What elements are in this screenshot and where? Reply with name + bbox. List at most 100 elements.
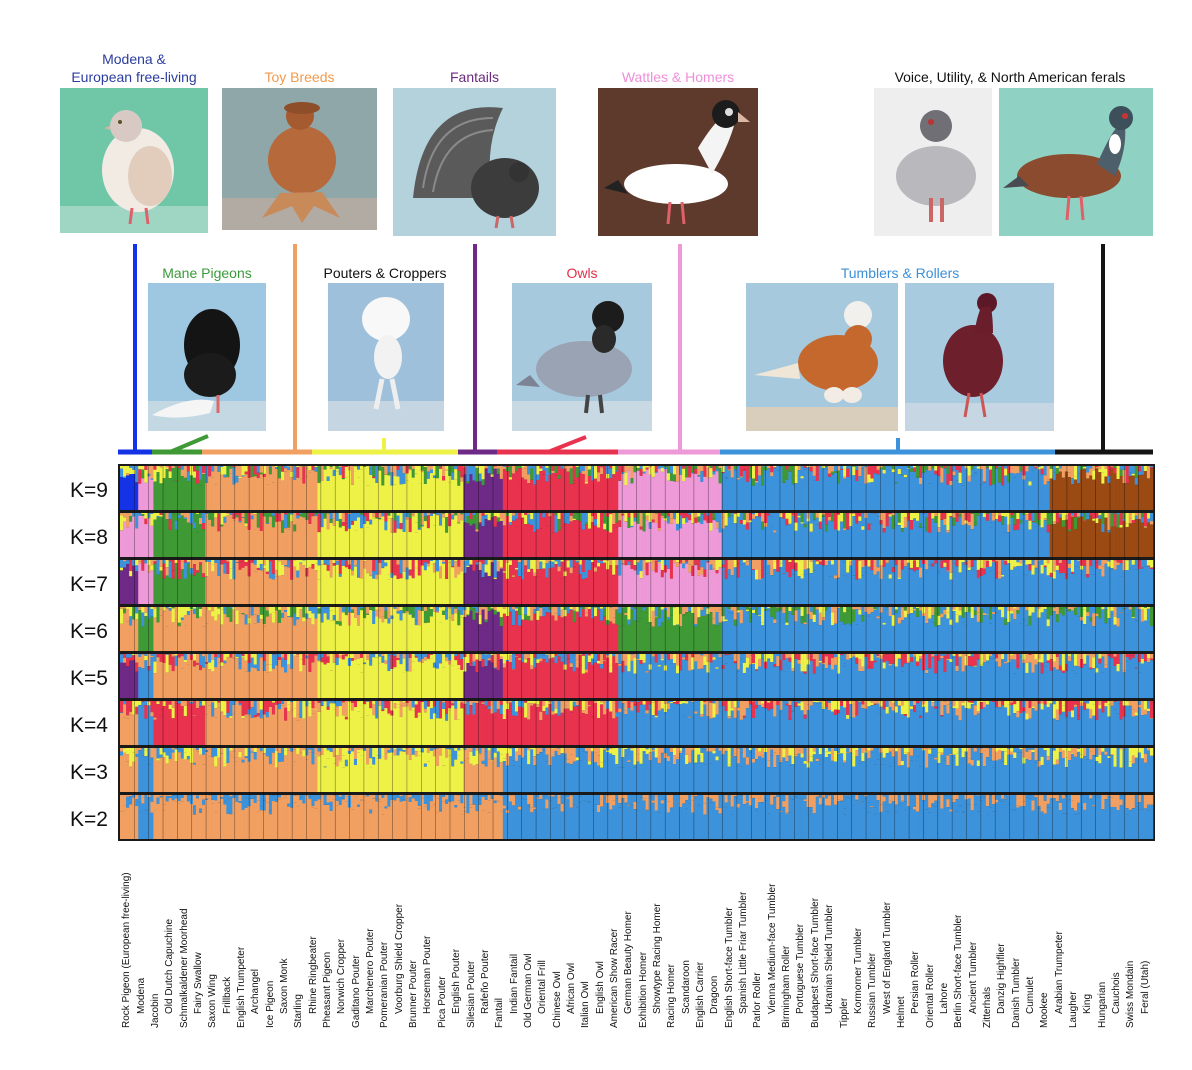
bar-k5-175-main (651, 656, 656, 698)
bar-k7-141-b (548, 561, 552, 569)
bar-k7-35-main (226, 573, 230, 604)
bar-k5-225-a (803, 654, 807, 672)
bar-k6-171-a (639, 607, 643, 612)
bar-k5-19-a (177, 654, 182, 656)
bar-k6-242-b (855, 609, 859, 625)
bar-k7-283-a (979, 560, 984, 568)
bar-k5-284-b (982, 659, 987, 663)
bar-k7-281-b (973, 560, 978, 572)
bar-k9-316-main (1080, 469, 1084, 510)
bar-k9-334-main (1134, 484, 1139, 510)
bar-k5-73-b (341, 654, 346, 660)
bar-k9-254-b (891, 469, 896, 473)
bar-k8-5-a (135, 513, 139, 525)
bar-k7-84-b (375, 574, 379, 580)
bar-k5-71-a (335, 654, 340, 658)
bar-k9-187-b (688, 467, 692, 478)
bar-k6-105-main (439, 622, 443, 651)
bar-k7-312-a (1067, 560, 1072, 564)
bar-k8-43-main (250, 519, 254, 557)
bar-k8-115-b (469, 519, 473, 526)
bar-k9-280-b (970, 469, 975, 476)
bar-k5-232-main (824, 668, 829, 698)
bar-k9-144-a (557, 466, 561, 476)
bar-k9-96-a (411, 466, 416, 469)
bar-k9-123-main (493, 468, 498, 510)
bar-k6-90-main (393, 609, 397, 651)
bar-k8-5-b (135, 524, 139, 529)
bar-k7-209-b (754, 569, 759, 580)
bar-k6-47-main (262, 626, 267, 651)
bar-k6-256-main (897, 623, 902, 651)
bar-k9-10-b (150, 478, 154, 480)
bar-k8-283-main (979, 526, 984, 557)
bar-k5-43-a (250, 654, 254, 658)
bar-k9-112-b (460, 477, 464, 482)
bar-k8-57-a (293, 513, 297, 525)
bar-k5-209-main (754, 670, 759, 698)
bar-k5-4-main (132, 660, 136, 698)
bar-k5-196-main (715, 668, 719, 698)
bar-k5-58-a (296, 654, 300, 655)
bar-k9-142-b (551, 470, 555, 474)
bar-k6-173-b (645, 612, 649, 624)
bar-k6-29-a (208, 607, 212, 608)
bar-k8-191-b (700, 514, 704, 525)
bar-k5-134-b (527, 654, 531, 659)
bar-k8-36-b (229, 514, 233, 518)
bar-k7-14-a (162, 560, 166, 564)
bar-k6-153-a (584, 607, 589, 613)
bar-k9-183-a (675, 466, 680, 471)
bar-k9-11-a (153, 466, 157, 470)
bar-k6-228-a (812, 607, 817, 615)
bar-k6-240-a (849, 607, 853, 625)
bar-k6-87-main (384, 618, 388, 651)
bar-k7-128-main (508, 565, 513, 604)
bar-k7-335-b (1137, 560, 1142, 569)
bar-k5-153-main (584, 672, 589, 698)
bar-k8-169-b (633, 517, 637, 522)
bar-k6-281-main (973, 615, 978, 651)
bar-k6-306-b (1049, 612, 1054, 616)
bar-k9-104-b (435, 467, 440, 479)
bar-k6-277-main (961, 622, 965, 651)
bar-k8-186-b (685, 517, 689, 523)
bar-k5-225-main (803, 673, 807, 698)
bar-k6-266-a (928, 607, 932, 618)
bar-k8-21-b (183, 517, 188, 520)
bar-k8-320-b (1092, 518, 1096, 521)
bar-k8-304-a (1043, 513, 1047, 519)
bar-k5-77-a (353, 654, 358, 660)
bar-k7-82-b (369, 575, 373, 577)
bar-k6-316-a (1080, 607, 1084, 617)
bar-k9-277-a (961, 466, 965, 467)
bar-k9-238-main (843, 478, 847, 510)
bar-k6-311-main (1064, 610, 1069, 651)
bar-k9-302-main (1037, 469, 1041, 510)
bar-k6-126-a (502, 607, 507, 609)
bar-k7-186-main (685, 563, 689, 604)
bar-k8-251-main (882, 532, 886, 557)
bar-k8-125-a (499, 513, 504, 520)
bar-k9-264-main (922, 472, 926, 510)
bar-k9-251-main (882, 473, 886, 510)
bar-k9-169-b (633, 466, 637, 473)
bar-k9-5-main (135, 482, 139, 510)
bar-k9-86-a (381, 466, 385, 468)
bar-k5-255-b (894, 655, 899, 667)
bar-k8-82-main (369, 524, 373, 557)
bar-k6-331-main (1125, 614, 1129, 651)
bar-k9-51-b (274, 467, 279, 469)
bar-k9-172-main (642, 473, 646, 510)
bar-k5-274-main (952, 657, 956, 698)
bar-k9-3-b (129, 467, 133, 475)
bar-k6-138-main (539, 616, 543, 651)
bar-k5-37-main (232, 658, 236, 698)
bar-k5-90-main (393, 667, 397, 698)
bar-k5-120-b (484, 654, 488, 667)
bar-k5-138-main (539, 661, 543, 698)
bar-k7-81-a (366, 560, 370, 572)
bar-k5-76-a (350, 654, 355, 659)
bar-k8-235-a (833, 513, 838, 530)
bar-k7-286-main (988, 571, 993, 604)
